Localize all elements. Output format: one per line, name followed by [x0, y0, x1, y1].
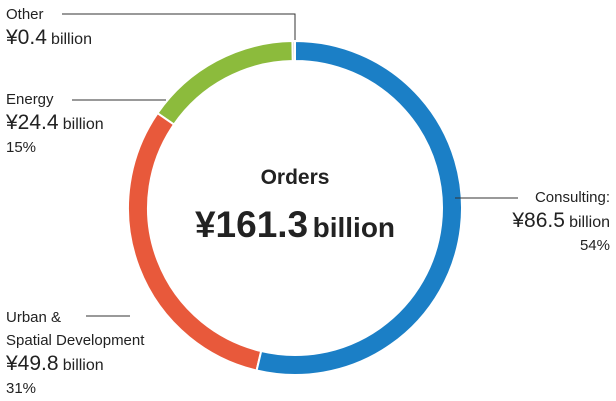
slice-label: Energy ¥24.4 billion 15% — [6, 88, 104, 159]
donut-slice — [156, 40, 294, 126]
unit-label: billion — [51, 31, 92, 48]
value-label: ¥0.4 — [6, 26, 47, 49]
unit-label: billion — [569, 214, 610, 231]
total-unit: billion — [312, 212, 396, 243]
slice-label: Urban & Spatial Development ¥49.8 billion… — [6, 306, 144, 400]
category-name: Consulting: — [534, 189, 610, 206]
slice-label: Other ¥0.4 billion — [6, 3, 92, 51]
unit-label: billion — [62, 116, 104, 133]
slice-label: Consulting: ¥86.5 billion 54% — [512, 186, 610, 257]
value-line: ¥86.5 billion — [512, 209, 610, 234]
percent-label: 31% — [6, 380, 37, 397]
category-name: Urban & Spatial Development — [6, 309, 145, 349]
value-line: ¥49.8 billion — [6, 352, 144, 377]
donut-slice — [127, 111, 263, 372]
category-name: Energy — [6, 91, 54, 108]
center-total: ¥161.3 billion — [145, 204, 445, 246]
value-line: ¥24.4 billion — [6, 111, 104, 136]
leader-line — [62, 13, 296, 40]
total-label: ¥161.3 — [194, 204, 309, 245]
value-line: ¥0.4 billion — [6, 26, 92, 51]
percent-label: 15% — [6, 139, 37, 156]
percent-label: 54% — [579, 237, 610, 254]
value-label: ¥24.4 — [6, 111, 59, 134]
value-label: ¥49.8 — [6, 352, 59, 375]
center-title: Orders — [260, 166, 330, 189]
unit-label: billion — [62, 357, 104, 374]
donut-slice — [255, 39, 463, 376]
value-label: ¥86.5 — [512, 209, 565, 232]
category-name: Other — [6, 6, 44, 23]
